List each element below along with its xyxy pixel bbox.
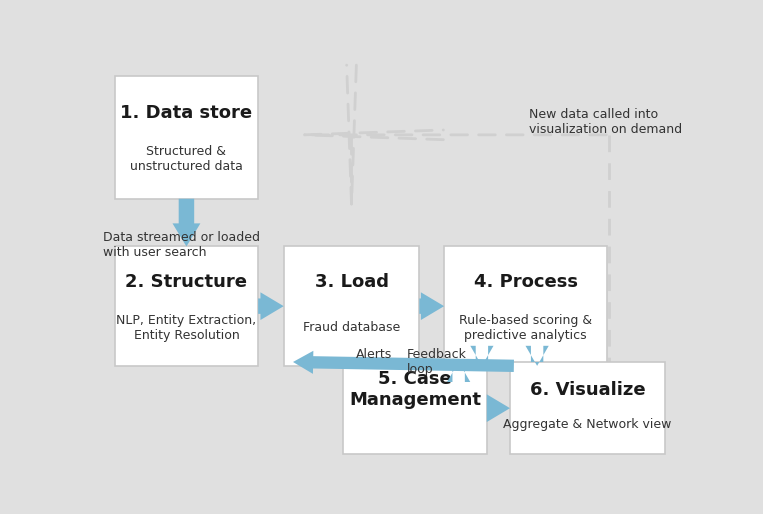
Text: Rule-based scoring &
predictive analytics: Rule-based scoring & predictive analytic… bbox=[459, 314, 592, 342]
FancyBboxPatch shape bbox=[114, 76, 258, 199]
Text: 3. Load: 3. Load bbox=[314, 273, 388, 291]
Text: Feedback
loop: Feedback loop bbox=[407, 348, 467, 376]
FancyBboxPatch shape bbox=[284, 247, 420, 366]
Polygon shape bbox=[258, 292, 284, 320]
Text: 6. Visualize: 6. Visualize bbox=[530, 381, 645, 399]
Polygon shape bbox=[172, 199, 201, 247]
Text: Structured &
unstructured data: Structured & unstructured data bbox=[130, 145, 243, 173]
Text: 4. Process: 4. Process bbox=[474, 273, 578, 291]
Text: 1. Data store: 1. Data store bbox=[121, 103, 253, 121]
Text: Aggregate & Network view: Aggregate & Network view bbox=[504, 418, 671, 431]
Text: 5. Case
Management: 5. Case Management bbox=[349, 370, 481, 409]
Polygon shape bbox=[420, 292, 444, 320]
FancyBboxPatch shape bbox=[114, 247, 258, 366]
Polygon shape bbox=[447, 362, 470, 382]
FancyBboxPatch shape bbox=[444, 247, 607, 366]
Polygon shape bbox=[293, 351, 514, 374]
Text: Data streamed or loaded
with user search: Data streamed or loaded with user search bbox=[103, 231, 260, 259]
Text: Fraud database: Fraud database bbox=[303, 321, 400, 334]
FancyBboxPatch shape bbox=[343, 362, 487, 454]
FancyBboxPatch shape bbox=[510, 362, 665, 454]
Text: Alerts: Alerts bbox=[356, 348, 392, 361]
Polygon shape bbox=[470, 346, 494, 366]
Polygon shape bbox=[487, 394, 510, 422]
Text: 2. Structure: 2. Structure bbox=[125, 273, 247, 291]
Text: New data called into
visualization on demand: New data called into visualization on de… bbox=[530, 108, 682, 136]
Polygon shape bbox=[526, 346, 549, 366]
Text: NLP, Entity Extraction,
Entity Resolution: NLP, Entity Extraction, Entity Resolutio… bbox=[117, 314, 256, 342]
